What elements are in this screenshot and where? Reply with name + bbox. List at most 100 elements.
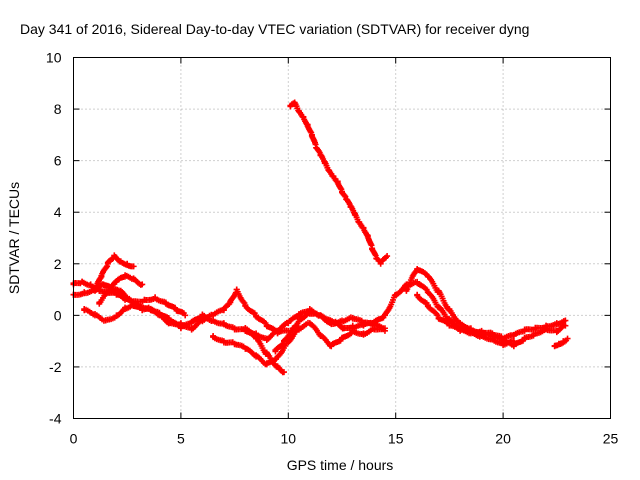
data-point xyxy=(87,281,94,288)
series-sat-B xyxy=(70,278,189,319)
data-point xyxy=(326,167,333,174)
data-point xyxy=(403,286,410,293)
chart-title: Day 341 of 2016, Sidereal Day-to-day VTE… xyxy=(20,21,529,37)
data-point xyxy=(182,312,189,319)
data-point xyxy=(300,113,307,120)
series-sat-M xyxy=(551,335,571,350)
data-point xyxy=(281,338,288,345)
data-point xyxy=(96,299,103,306)
data-point xyxy=(98,273,105,280)
data-point xyxy=(130,276,137,283)
data-point xyxy=(349,325,356,332)
data-point xyxy=(510,338,517,345)
data-point xyxy=(424,289,431,296)
data-point xyxy=(227,299,234,306)
data-point xyxy=(122,304,129,311)
data-point xyxy=(555,340,562,347)
data-point xyxy=(369,245,376,252)
data-point xyxy=(233,286,240,293)
data-point xyxy=(543,325,550,332)
series-sat-D xyxy=(91,252,137,293)
data-point xyxy=(113,278,120,285)
data-point xyxy=(296,108,303,115)
data-point xyxy=(339,188,345,195)
data-point xyxy=(360,224,367,231)
data-point xyxy=(562,317,569,324)
data-point xyxy=(130,302,137,309)
data-point xyxy=(263,322,270,329)
data-point xyxy=(306,309,313,316)
data-point xyxy=(414,265,421,272)
grid-lines xyxy=(73,57,611,419)
data-point xyxy=(139,307,146,314)
data-point xyxy=(253,330,260,337)
data-point xyxy=(210,312,217,319)
data-point xyxy=(102,317,109,324)
data-point xyxy=(296,325,303,332)
data-point xyxy=(364,232,371,239)
data-point xyxy=(334,178,341,185)
data-point xyxy=(532,330,539,337)
data-point xyxy=(414,291,421,298)
data-point xyxy=(351,211,358,218)
data-point xyxy=(343,196,350,203)
data-point xyxy=(360,322,367,329)
data-point xyxy=(289,325,296,332)
series-sat-L xyxy=(414,291,517,349)
data-point xyxy=(81,307,88,314)
x-tick-label: 25 xyxy=(603,431,619,447)
data-point xyxy=(167,320,174,327)
y-axis-label: SDTVAR / TECUs xyxy=(6,182,22,294)
data-point xyxy=(100,281,107,288)
data-point xyxy=(339,317,345,324)
data-point xyxy=(242,302,249,309)
data-point xyxy=(287,103,294,110)
data-point xyxy=(306,320,313,327)
data-point xyxy=(560,338,567,345)
data-point xyxy=(321,160,328,167)
y-tick-label: 6 xyxy=(54,153,62,169)
data-point xyxy=(152,294,159,301)
data-point xyxy=(435,304,442,311)
data-point xyxy=(117,258,124,265)
x-tick-label: 0 xyxy=(70,431,78,447)
series-sat-I xyxy=(287,99,391,267)
data-point xyxy=(124,260,131,267)
data-point xyxy=(104,289,111,296)
data-point xyxy=(263,335,270,342)
x-axis-label: GPS time / hours xyxy=(287,457,394,473)
data-point xyxy=(274,327,281,334)
data-point xyxy=(274,363,281,370)
series-sat-C xyxy=(81,286,292,337)
data-point xyxy=(467,330,474,337)
data-point xyxy=(231,325,238,332)
data-point xyxy=(384,253,391,260)
data-point xyxy=(220,338,227,345)
data-point xyxy=(130,263,137,270)
data-point xyxy=(111,253,118,260)
data-point xyxy=(435,289,442,296)
data-point xyxy=(341,325,348,332)
data-point xyxy=(381,312,388,319)
data-point xyxy=(274,353,281,360)
y-tick-label: 10 xyxy=(46,50,62,66)
data-point xyxy=(122,296,129,303)
data-point xyxy=(263,361,270,368)
data-point xyxy=(304,121,311,128)
data-point xyxy=(199,312,206,319)
data-point xyxy=(317,332,324,339)
data-point xyxy=(446,322,453,329)
data-point xyxy=(414,278,421,285)
data-point xyxy=(177,320,184,327)
data-point xyxy=(272,348,279,355)
data-point xyxy=(313,144,320,151)
data-point xyxy=(489,335,496,342)
data-point xyxy=(141,296,148,303)
data-point xyxy=(91,286,98,293)
data-point xyxy=(220,307,227,314)
data-point xyxy=(210,332,217,339)
data-point xyxy=(381,325,388,332)
data-point xyxy=(564,335,571,342)
data-point xyxy=(553,320,560,327)
